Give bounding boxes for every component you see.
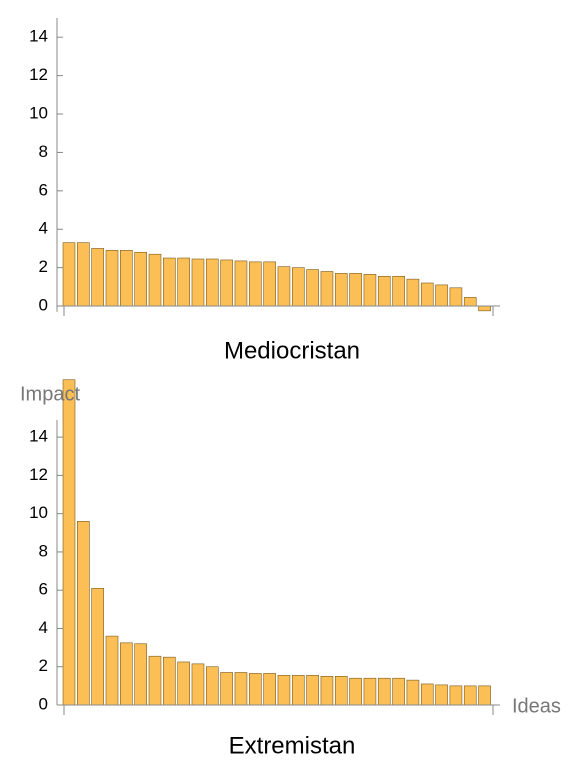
bar	[377, 275, 391, 307]
bar	[478, 685, 491, 706]
bar	[291, 267, 305, 307]
bar	[463, 685, 477, 706]
bar	[334, 675, 348, 706]
bar	[206, 258, 219, 307]
y-tick-label: 0	[39, 296, 48, 315]
bar	[392, 275, 405, 307]
y-tick-label: 10	[29, 503, 48, 522]
y-axis-label: Impact	[20, 383, 80, 405]
bar	[134, 643, 147, 706]
bar	[105, 635, 119, 706]
y-tick-label: 4	[39, 219, 48, 238]
bar	[435, 684, 448, 706]
bar	[263, 673, 276, 706]
y-tick-label: 10	[29, 103, 48, 122]
bar	[177, 661, 190, 706]
bar	[320, 271, 334, 307]
bar	[62, 242, 76, 307]
y-tick-label: 14	[29, 427, 48, 446]
bar	[91, 248, 104, 307]
bar	[277, 266, 291, 307]
bar	[177, 257, 190, 307]
bar	[120, 250, 133, 307]
bar	[291, 675, 305, 706]
bar	[377, 677, 391, 706]
bar	[320, 675, 334, 706]
bar	[449, 287, 463, 307]
bar	[478, 305, 491, 312]
bar	[363, 677, 377, 706]
bar	[420, 282, 434, 307]
bar	[263, 261, 276, 307]
y-tick-label: 0	[39, 694, 48, 713]
bar	[134, 251, 147, 307]
y-tick-label: 14	[29, 27, 48, 46]
y-tick-label: 8	[39, 142, 48, 161]
bar	[148, 253, 162, 307]
bar	[349, 273, 362, 307]
y-tick-label: 2	[39, 257, 48, 276]
bar	[449, 685, 463, 706]
bar	[406, 679, 420, 706]
chart-title: Extremistan	[229, 732, 356, 759]
y-tick-label: 2	[39, 656, 48, 675]
bar	[148, 655, 162, 706]
bar	[406, 278, 420, 307]
bar	[120, 642, 133, 706]
bar	[306, 675, 319, 706]
bar	[91, 587, 104, 706]
bar	[62, 379, 76, 706]
y-tick-label: 6	[39, 180, 48, 199]
bar	[363, 274, 377, 307]
bar	[248, 261, 262, 307]
bar	[163, 656, 176, 706]
y-tick-label: 12	[29, 465, 48, 484]
bar	[234, 260, 248, 307]
bar	[234, 672, 248, 706]
y-tick-label: 8	[39, 541, 48, 560]
bar	[191, 663, 205, 706]
chart-title: Mediocristan	[224, 337, 360, 364]
bar	[248, 673, 262, 706]
y-tick-label: 12	[29, 65, 48, 84]
bar	[463, 297, 477, 307]
y-tick-label: 4	[39, 618, 48, 637]
bar	[77, 242, 90, 307]
bar	[435, 284, 448, 307]
bar	[392, 677, 405, 706]
bar	[77, 521, 90, 706]
bar	[105, 250, 119, 307]
bar	[306, 269, 319, 307]
bar	[220, 259, 233, 307]
bar	[420, 683, 434, 706]
x-axis-label: Ideas	[512, 695, 561, 717]
bar	[334, 273, 348, 307]
bar	[349, 677, 362, 706]
bar	[206, 666, 219, 706]
bar	[163, 257, 176, 307]
y-tick-label: 6	[39, 580, 48, 599]
bar	[277, 675, 291, 706]
bar	[220, 672, 233, 706]
bar	[191, 258, 205, 307]
